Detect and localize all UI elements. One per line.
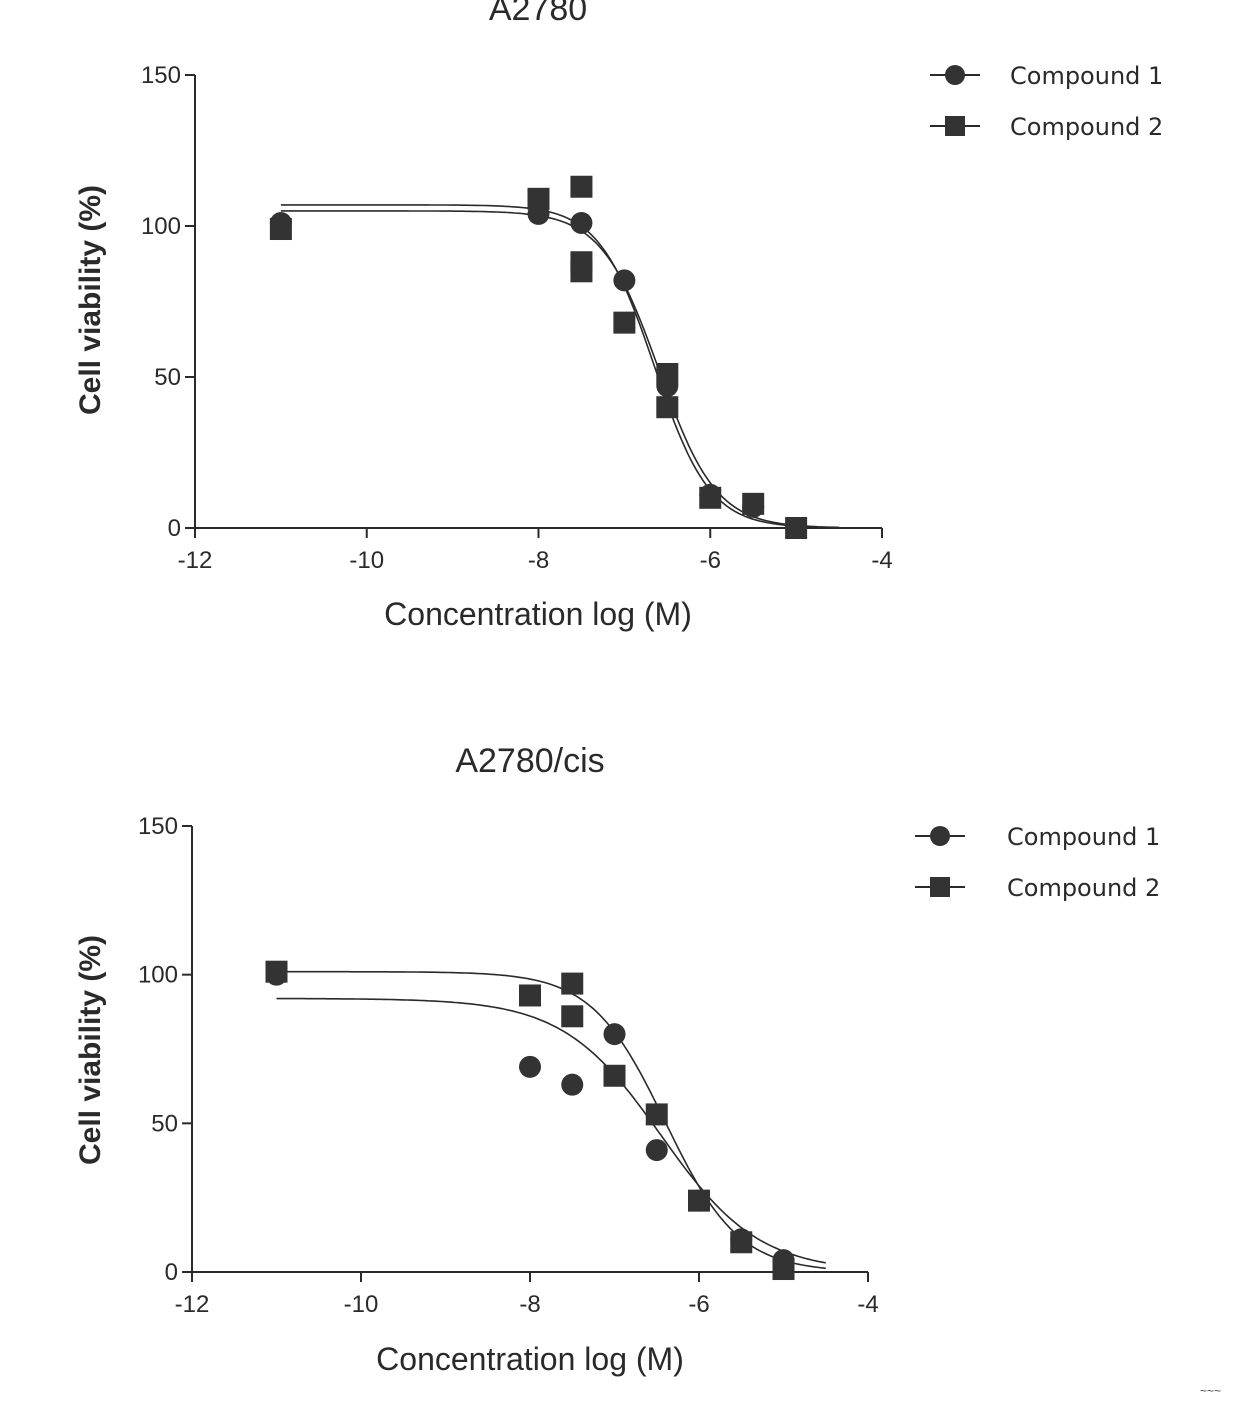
- x-axis-label: Concentration log (M): [384, 596, 692, 632]
- data-points: [269, 175, 808, 539]
- data-point-square: [561, 1005, 584, 1028]
- y-tick-label: 0: [168, 515, 181, 542]
- data-point-square: [519, 984, 541, 1007]
- data-point-square: [570, 260, 593, 283]
- x-tick-label: -6: [700, 547, 721, 574]
- x-tick-label: -4: [857, 1291, 878, 1318]
- data-point-circle: [613, 269, 636, 292]
- y-tick-label: 50: [151, 1110, 178, 1137]
- data-point-circle: [603, 1023, 626, 1046]
- data-point-square: [656, 396, 679, 419]
- chart-title: A2780/cis: [455, 742, 604, 780]
- data-point-square: [613, 311, 636, 334]
- x-tick-label: -10: [349, 547, 384, 574]
- data-point-square: [785, 517, 808, 539]
- circle-marker-icon: [945, 65, 965, 85]
- data-point-circle: [570, 211, 593, 234]
- tick-labels: -12 -10 -8 -6 -4 0 50 100 150: [138, 813, 879, 1318]
- y-tick-label: 150: [141, 62, 181, 89]
- square-marker-icon: [930, 877, 950, 897]
- legend-item-compound-2: Compound 2: [930, 113, 1163, 141]
- fit-curve-compound-2: [280, 204, 840, 529]
- x-axis-label: Concentration log (M): [376, 1341, 684, 1377]
- x-tick-label: -6: [688, 1291, 709, 1318]
- legend-item-compound-2: Compound 2: [915, 874, 1160, 902]
- corner-mark: ~~~: [1200, 1384, 1221, 1398]
- legend-label: Compound 2: [1010, 113, 1163, 141]
- data-point-square: [742, 492, 765, 515]
- x-tick-label: -8: [528, 547, 549, 574]
- fit-curve-compound-1: [280, 210, 840, 529]
- data-point-square: [730, 1231, 753, 1254]
- legend: Compound 1 Compound 2: [930, 62, 1163, 141]
- y-axis-label: Cell viability (%): [74, 935, 107, 1165]
- data-point-circle: [519, 1055, 541, 1078]
- data-point-square: [561, 972, 584, 995]
- legend-item-compound-1: Compound 1: [915, 823, 1160, 851]
- y-tick-label: 150: [138, 813, 178, 840]
- y-tick-label: 50: [154, 364, 181, 391]
- chart-title: A2780: [489, 0, 587, 28]
- tick-labels: -12 -10 -8 -6 -4 0 50 100 150: [141, 62, 893, 574]
- data-point-square: [603, 1064, 626, 1087]
- data-point-square: [772, 1258, 795, 1281]
- x-tick-label: -4: [871, 547, 892, 574]
- fit-curve-compound-2: [276, 970, 826, 1270]
- y-tick-label: 0: [165, 1259, 178, 1286]
- x-tick-label: -10: [344, 1291, 379, 1318]
- data-point-square: [527, 187, 550, 210]
- fit-curves: [276, 970, 826, 1270]
- legend-item-compound-1: Compound 1: [930, 62, 1163, 90]
- x-tick-label: -12: [175, 1291, 210, 1318]
- data-point-square: [645, 1103, 668, 1126]
- data-point-square: [570, 175, 593, 198]
- y-tick-label: 100: [138, 962, 178, 989]
- data-point-square: [265, 960, 288, 983]
- data-point-square: [269, 218, 292, 241]
- axes: [191, 826, 868, 1273]
- legend-label: Compound 1: [1010, 62, 1163, 90]
- y-axis-label: Cell viability (%): [74, 185, 107, 415]
- axes: [194, 75, 882, 529]
- x-tick-label: -12: [178, 547, 213, 574]
- y-tick-label: 100: [141, 213, 181, 240]
- fit-curves: [280, 204, 840, 529]
- circle-marker-icon: [930, 826, 950, 846]
- data-point-square: [688, 1189, 710, 1212]
- data-point-square: [656, 362, 679, 385]
- data-point-circle: [645, 1139, 668, 1162]
- square-marker-icon: [945, 116, 965, 136]
- data-points: [265, 960, 795, 1281]
- legend-label: Compound 2: [1007, 874, 1160, 902]
- legend: Compound 1 Compound 2: [915, 823, 1160, 902]
- legend-label: Compound 1: [1007, 823, 1160, 851]
- chart-a2780-cis: A2780/cis Cell viability (%) Concentrati…: [74, 742, 1160, 1377]
- x-tick-label: -8: [519, 1291, 540, 1318]
- fit-curve-compound-1: [276, 997, 826, 1264]
- data-point-circle: [561, 1073, 584, 1096]
- chart-a2780: A2780 Cell viability (%) Concentration l…: [74, 0, 1163, 632]
- data-point-square: [699, 486, 722, 509]
